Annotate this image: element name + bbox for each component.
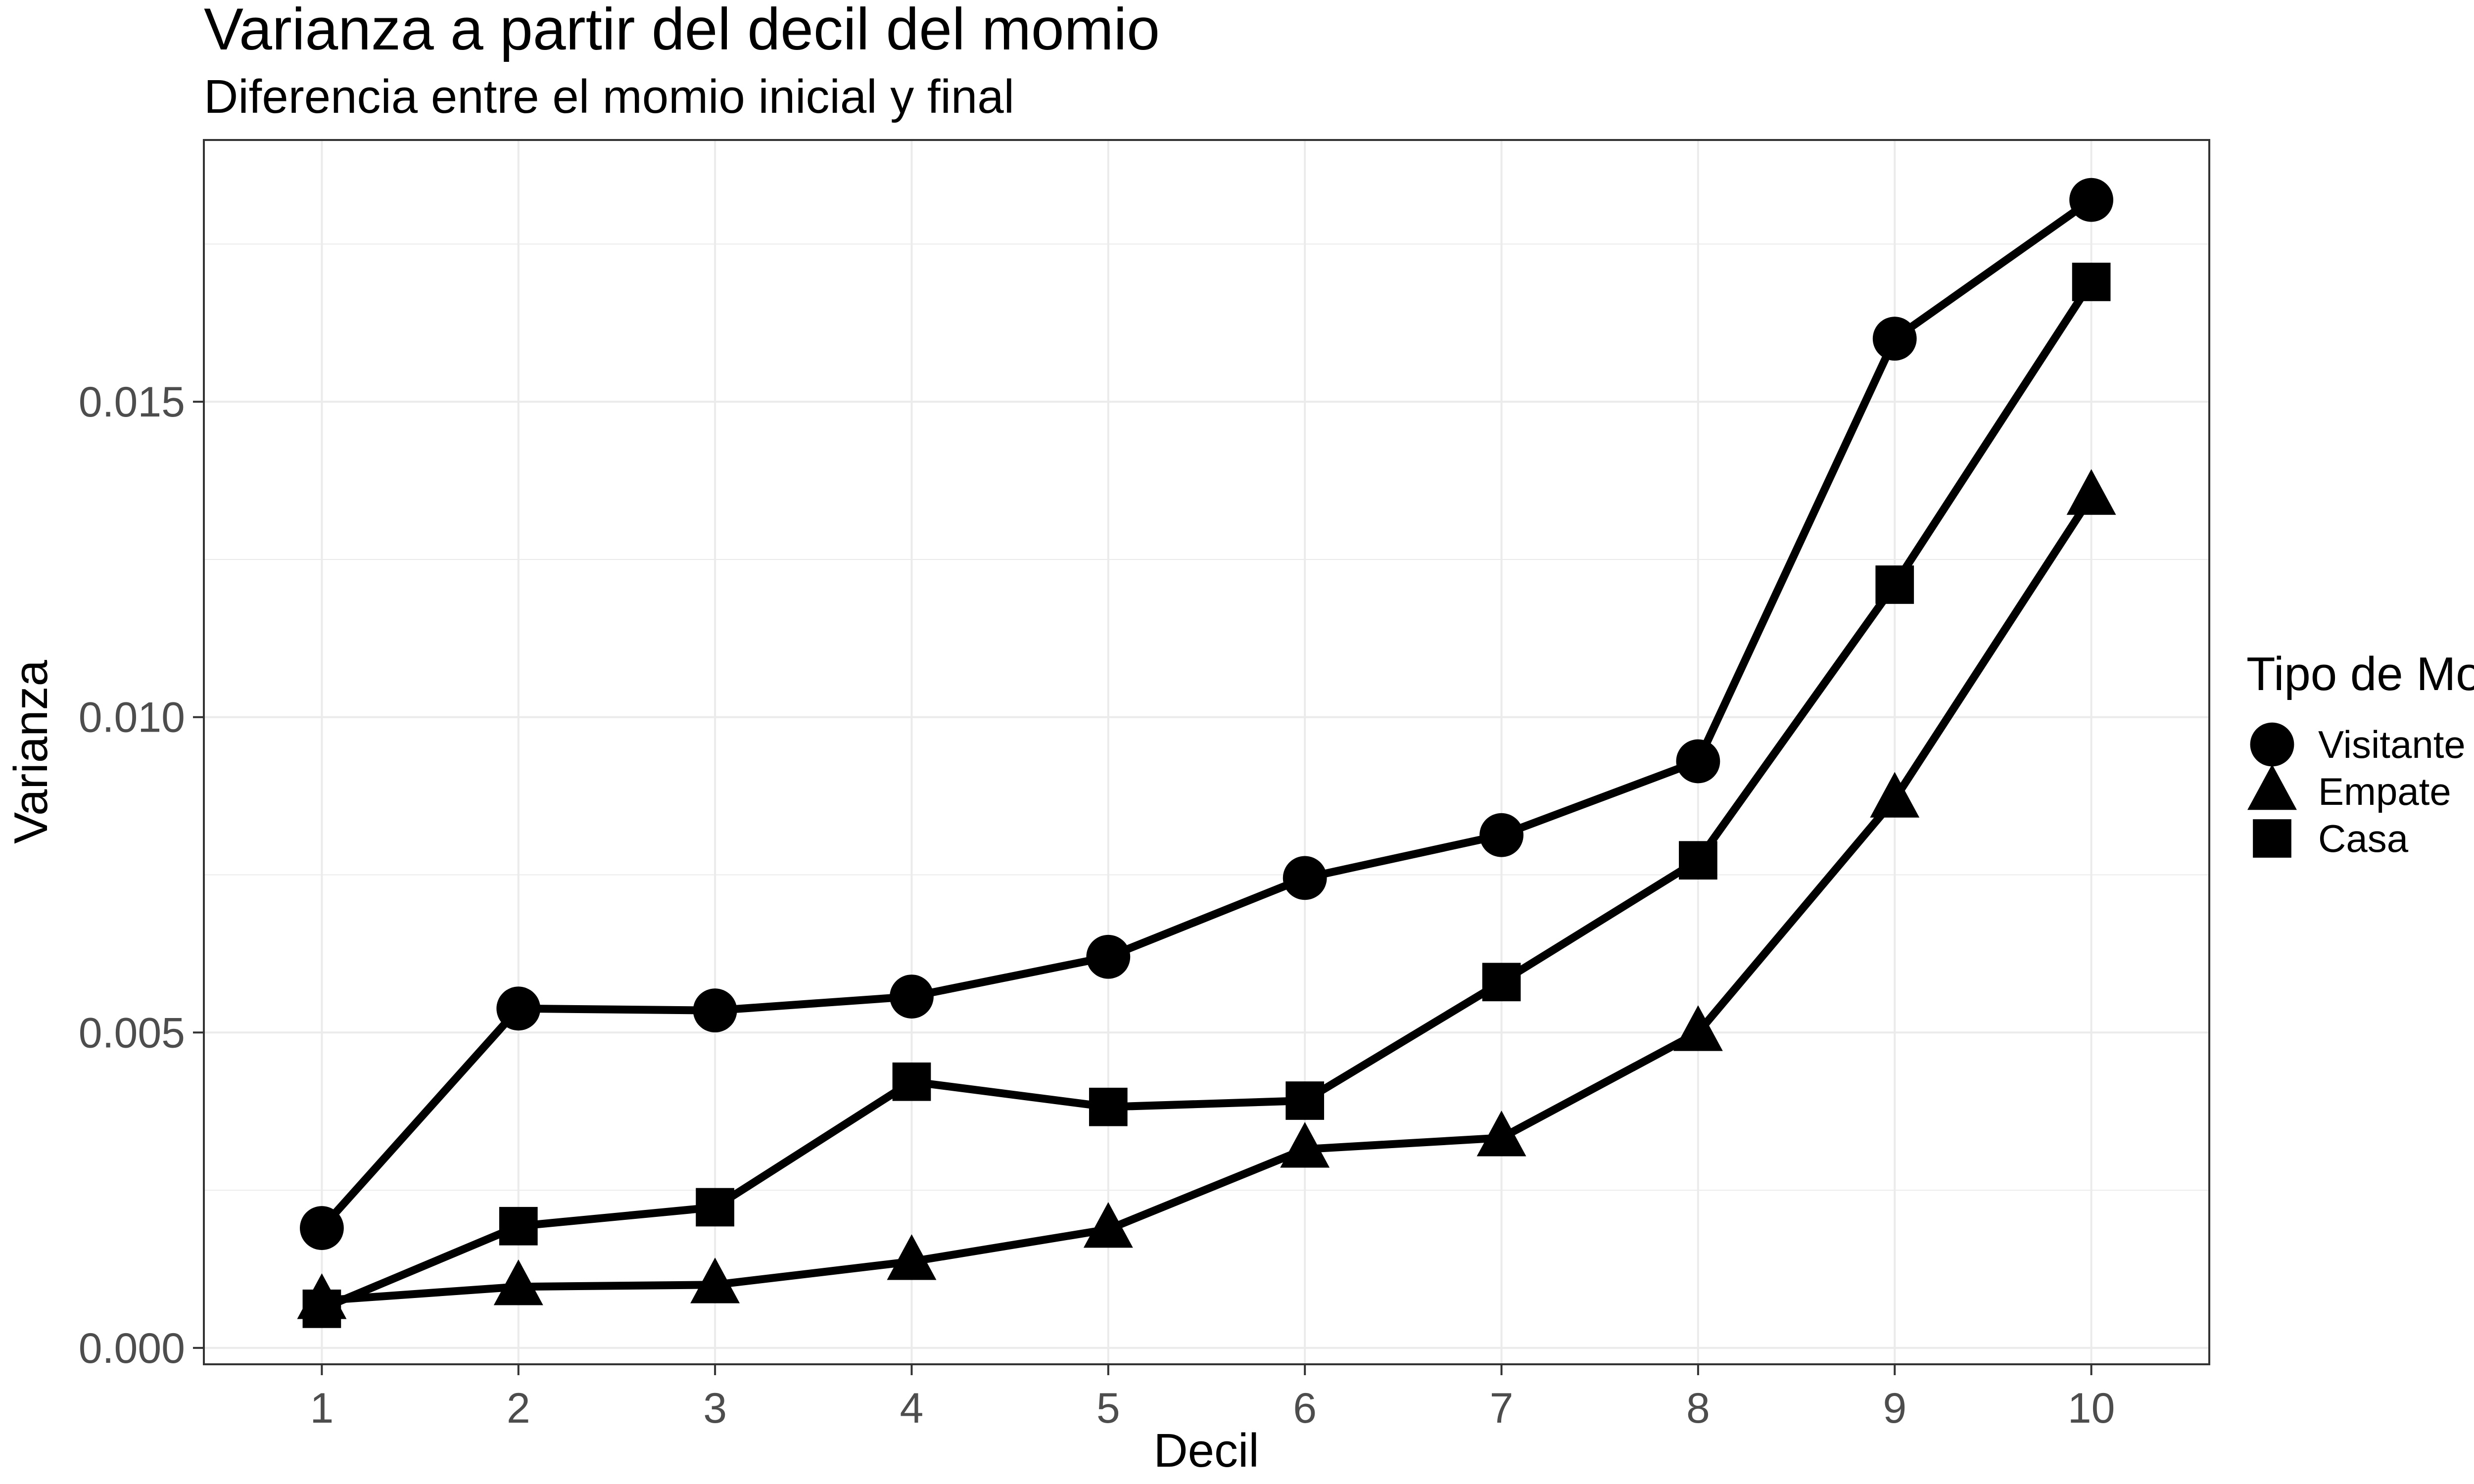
legend-key-empate [2247,764,2297,810]
data-point-visitante [300,1206,344,1250]
data-point-casa [1679,841,1717,880]
x-axis-title: Decil [1153,1424,1259,1477]
y-tick-label: 0.000 [79,1325,185,1372]
y-axis-title: Varianza [4,660,57,844]
x-tick-label: 5 [1096,1385,1120,1432]
data-point-visitante [1676,739,1720,784]
data-point-casa [892,1062,931,1101]
legend-key-visitante [2250,722,2294,767]
data-point-empate [1280,1122,1330,1168]
x-tick-label: 6 [1293,1385,1317,1432]
y-tick-label: 0.015 [79,378,185,426]
data-point-empate [690,1257,740,1303]
data-point-casa [1875,565,1914,604]
data-point-empate [1870,772,1920,818]
x-tick-label: 4 [900,1385,924,1432]
y-tick-label: 0.005 [79,1009,185,1057]
legend-label-casa: Casa [2318,817,2409,860]
data-point-visitante [496,986,541,1031]
series-line-visitante [318,196,2095,1232]
data-point-empate [493,1259,543,1305]
legend-title: Tipo de Momio [2246,648,2474,700]
x-tick-label: 7 [1490,1385,1514,1432]
data-point-casa [302,1289,341,1328]
data-point-casa [696,1188,734,1227]
data-point-empate [1083,1202,1133,1248]
data-point-empate [1673,1005,1723,1051]
data-point-empate [887,1234,937,1280]
data-point-casa [1285,1081,1325,1120]
data-point-visitante [890,974,934,1019]
x-tick-label: 9 [1883,1385,1906,1432]
series-line-casa [318,278,2095,1313]
legend-keys [2247,722,2297,858]
axes: 0.000 0.005 0.010 0.015 1 2 3 4 5 6 7 8 9 10 [79,378,2115,1432]
x-tick-label: 10 [2068,1385,2115,1432]
y-tick-label: 0.010 [79,694,185,742]
series-layer [297,178,2116,1328]
data-point-casa [499,1206,538,1246]
chart-title: Varianza a partir del decil del momio [204,0,1160,62]
data-point-visitante [1872,317,1917,361]
x-tick-label: 8 [1686,1385,1710,1432]
data-point-visitante [693,988,737,1033]
data-point-casa [1482,963,1521,1002]
panel-border [203,139,2210,1365]
legend-label-visitante: Visitante [2318,723,2466,766]
chart-subtitle: Diferencia entre el momio inicial y fina… [204,70,1014,123]
data-point-casa [2072,263,2111,301]
series-line-empate [318,492,2095,1305]
legend-label-empate: Empate [2318,770,2451,813]
data-point-empate [1476,1111,1526,1157]
data-point-casa [1089,1087,1128,1126]
x-tick-label: 1 [310,1385,333,1432]
x-tick-label: 2 [507,1385,530,1432]
data-point-visitante [1086,934,1131,979]
data-point-visitante [1283,856,1327,900]
data-point-visitante [1479,813,1523,857]
x-tick-label: 3 [703,1385,727,1432]
data-point-empate [2066,469,2116,515]
data-point-visitante [2069,178,2113,222]
legend: Tipo de Momio Visitante Empate Casa [2246,648,2474,860]
legend-key-casa [2253,819,2291,858]
